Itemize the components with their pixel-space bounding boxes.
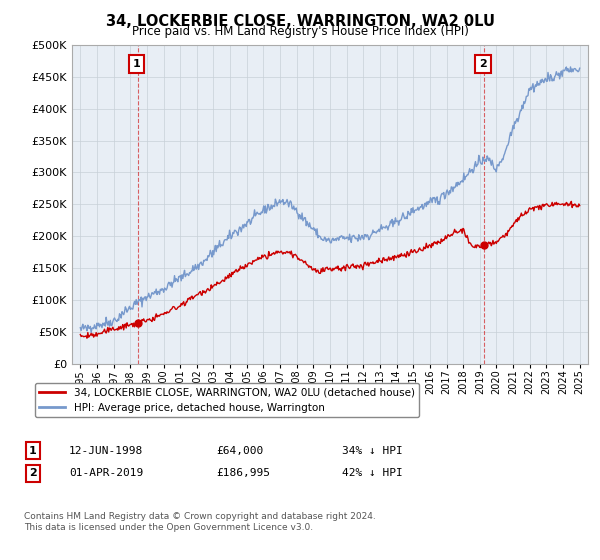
Text: 42% ↓ HPI: 42% ↓ HPI <box>342 468 403 478</box>
Text: £64,000: £64,000 <box>216 446 263 456</box>
Text: 34% ↓ HPI: 34% ↓ HPI <box>342 446 403 456</box>
Text: 2: 2 <box>479 59 487 69</box>
Text: £186,995: £186,995 <box>216 468 270 478</box>
Text: 34, LOCKERBIE CLOSE, WARRINGTON, WA2 0LU: 34, LOCKERBIE CLOSE, WARRINGTON, WA2 0LU <box>106 14 494 29</box>
Text: 2: 2 <box>29 468 37 478</box>
Text: 1: 1 <box>29 446 37 456</box>
Text: Price paid vs. HM Land Registry's House Price Index (HPI): Price paid vs. HM Land Registry's House … <box>131 25 469 38</box>
Text: 1: 1 <box>133 59 140 69</box>
Text: 01-APR-2019: 01-APR-2019 <box>69 468 143 478</box>
Text: 12-JUN-1998: 12-JUN-1998 <box>69 446 143 456</box>
Legend: 34, LOCKERBIE CLOSE, WARRINGTON, WA2 0LU (detached house), HPI: Average price, d: 34, LOCKERBIE CLOSE, WARRINGTON, WA2 0LU… <box>35 383 419 417</box>
Text: Contains HM Land Registry data © Crown copyright and database right 2024.
This d: Contains HM Land Registry data © Crown c… <box>24 512 376 532</box>
